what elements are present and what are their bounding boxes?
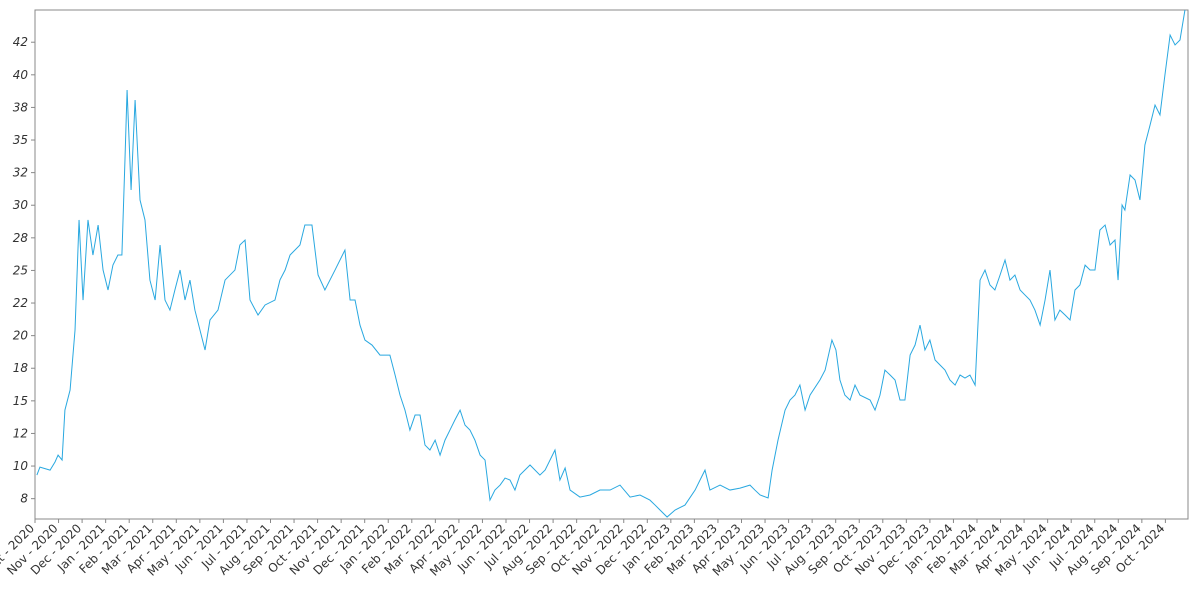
y-tick-label: 30 (13, 198, 29, 212)
y-tick-label: 15 (13, 394, 28, 408)
y-tick-label: 28 (13, 231, 29, 245)
y-tick-label: 18 (13, 361, 29, 375)
y-tick-label: 40 (13, 68, 29, 82)
plot-frame (34, 9, 1189, 520)
y-tick-label: 35 (13, 133, 28, 147)
y-tick-label: 22 (13, 296, 28, 310)
y-tick-label: 12 (13, 426, 28, 440)
y-tick-label: 42 (13, 35, 28, 49)
price-line (36, 9, 1186, 518)
y-tick-label: 38 (13, 100, 29, 114)
y-tick-label: 25 (13, 263, 28, 277)
y-tick-label: 32 (13, 166, 28, 180)
y-tick-label: 20 (13, 329, 29, 343)
y-tick-label: 10 (13, 459, 29, 473)
y-tick-label: 8 (20, 492, 28, 506)
